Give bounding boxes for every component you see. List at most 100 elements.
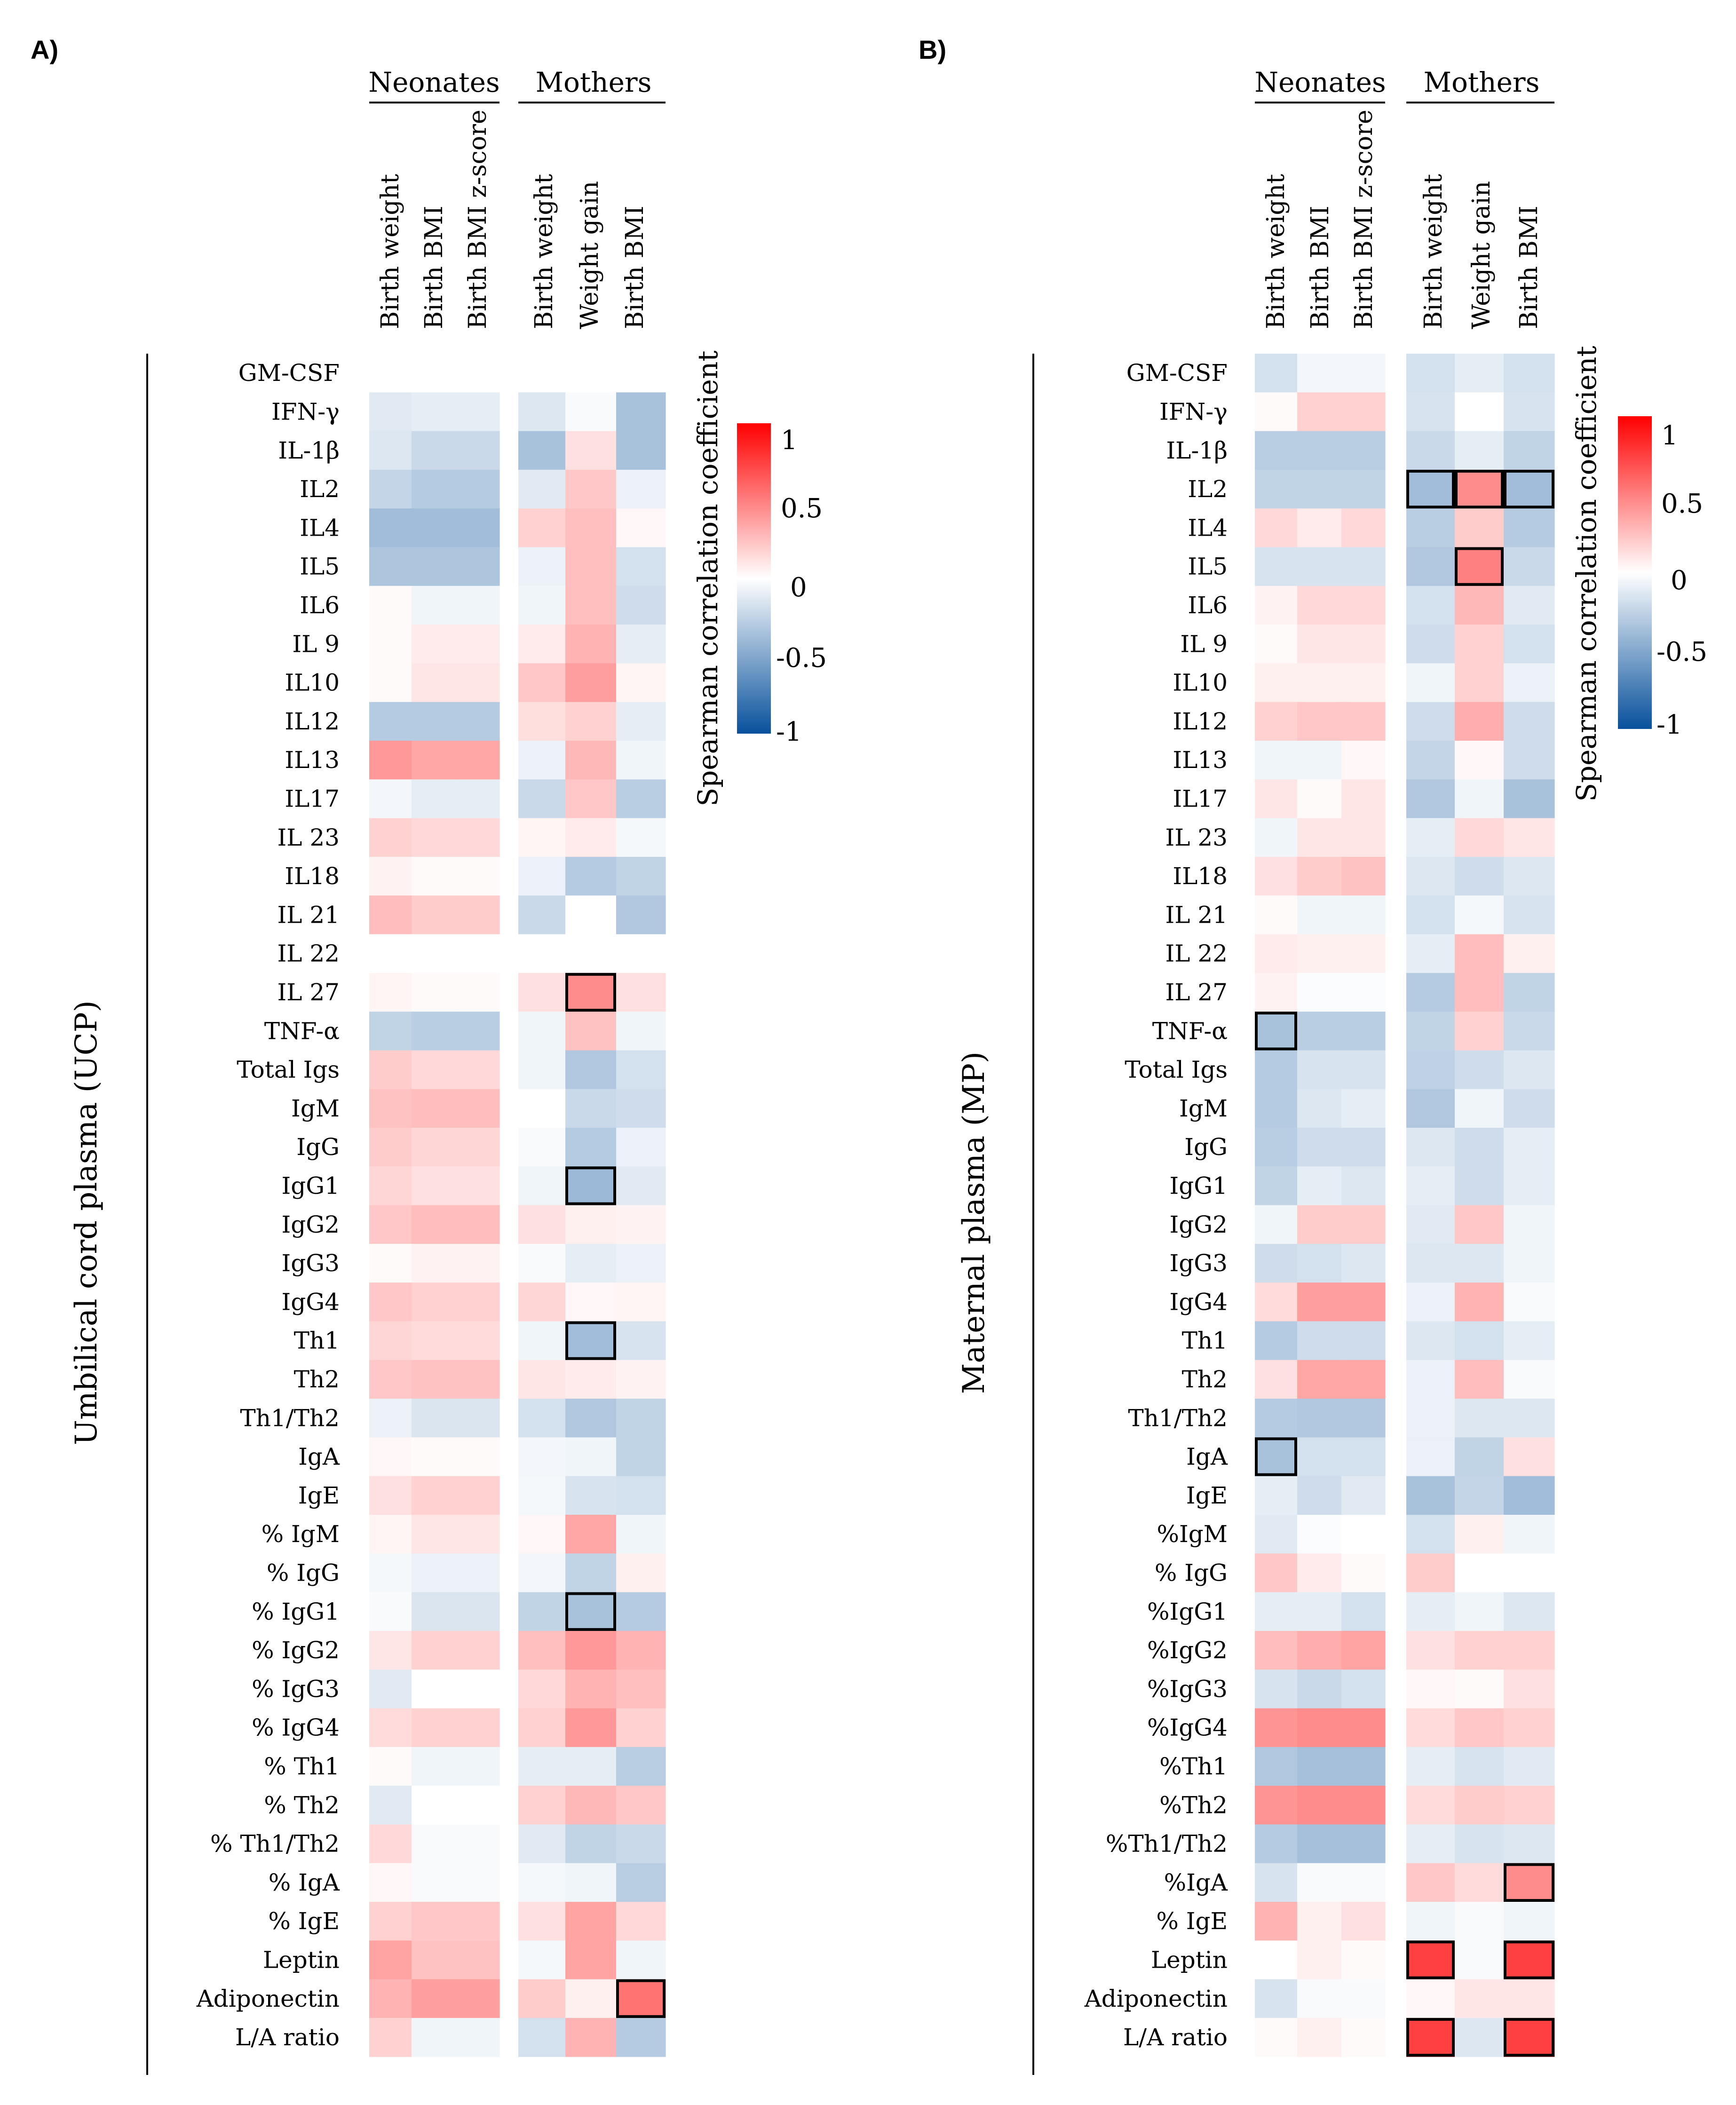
panel-b-cell-il5-col1: [1255, 547, 1298, 586]
panel-a-cell-igg-col3: [455, 1128, 500, 1167]
panel-a-row-label-il4: IL4: [300, 514, 340, 541]
panel-a-cell-l-a-ratio-col5: [565, 2018, 617, 2057]
panel-a-cell-il-22-col5: [565, 934, 617, 973]
panel-b-col-label-neonates-birth-bmi: Birth BMI: [1306, 206, 1334, 329]
panel-b-cell-ige-col1: [1255, 1476, 1298, 1515]
panel-b-cell-pctth1-col5: [1455, 1747, 1504, 1786]
panel-b-cell-il2-col1: [1255, 469, 1298, 509]
panel-b-cell-igg4-col3: [1341, 1282, 1386, 1322]
panel-a-cell-adiponectin-col4: [518, 1979, 566, 2018]
panel-b-cell-il-23-col1: [1255, 818, 1298, 857]
panel-a-cell-il-27-col3: [455, 973, 500, 1012]
panel-b-cell-il-9-col3: [1341, 625, 1386, 664]
panel-b-cell-il12-col6: [1504, 702, 1555, 741]
panel-a-cell-pct-th1-col5: [565, 1747, 617, 1786]
panel-b-cell-th2-col3: [1341, 1360, 1386, 1399]
panel-b-cell-il10-col2: [1297, 663, 1342, 703]
panel-b-cell-ige-col4: [1406, 1476, 1455, 1515]
panel-a-cell-pct-iga-col2: [412, 1863, 456, 1902]
panel-b-cell-pctigg3-col4: [1406, 1670, 1455, 1709]
panel-a-cell-ige-col3: [455, 1476, 500, 1515]
panel-b-cell-gm-csf-col1: [1255, 354, 1298, 393]
panel-b-cell-il-21-col3: [1341, 895, 1386, 935]
panel-b-cell-pctth1-th2-col4: [1406, 1824, 1455, 1864]
panel-b-cell-il17-col4: [1406, 779, 1455, 819]
panel-b-cell-igg1-col6: [1504, 1166, 1555, 1206]
panel-b-row-label-igg: IgG: [1184, 1133, 1228, 1161]
panel-b-cell-ifn-col6: [1504, 392, 1555, 432]
panel-b-cell-il12-col1: [1255, 702, 1298, 741]
panel-a-cell-il12-col4: [518, 702, 566, 741]
panel-a-cell-pct-igg-col4: [518, 1553, 566, 1593]
panel-b-cell-gm-csf-col5: [1455, 354, 1504, 393]
panel-b-cell-th1-th2-col1: [1255, 1399, 1298, 1438]
panel-b-cell-il6-col4: [1406, 586, 1455, 625]
panel-a-cell-pct-th1-th2-col2: [412, 1824, 456, 1864]
panel-a-cell-igm-col2: [412, 1089, 456, 1128]
panel-b-cell-pctth1-th2-col5: [1455, 1824, 1504, 1864]
panel-a-heatmap: GM-CSF IFN-γ IL-1β IL2 IL4 IL5 IL6 IL 9 IL10 IL12…: [196, 354, 666, 2057]
panel-b-cell-pctth1-th2-col2: [1297, 1824, 1342, 1864]
panel-a-cell-adiponectin-col1: [369, 1979, 412, 2018]
panel-b-cell-iga-col6: [1504, 1437, 1555, 1477]
panel-b-cell-igg-col5: [1455, 1128, 1504, 1167]
panel-b-cell-igg2-col5: [1455, 1205, 1504, 1244]
panel-a-cell-igg4-col1: [369, 1282, 412, 1322]
panel-a-cell-th1-th2-col3: [455, 1399, 500, 1438]
panel-b-cell-pctigg2-col2: [1297, 1630, 1342, 1670]
panel-b-cell-il4-col3: [1341, 508, 1386, 548]
panel-a-cell-il5-col5: [565, 547, 617, 586]
panel-a-cell-il13-col3: [455, 741, 500, 780]
panel-b-cell-pctigg4-col6: [1504, 1708, 1555, 1748]
panel-a-cell-igg3-col5: [565, 1243, 617, 1283]
panel-b-row-label-il-27: IL 27: [1165, 979, 1228, 1006]
panel-a-cell-l-a-ratio-col3: [455, 2018, 500, 2057]
panel-b-cell-leptin-col5: [1455, 1940, 1504, 1980]
panel-a-col-label-mothers-birth-weight: Birth weight: [530, 174, 558, 329]
panel-a-cell-gm-csf-col2: [412, 354, 456, 393]
panel-a-cell-il-27-col1: [369, 973, 412, 1012]
panel-b-row-label-il2: IL2: [1188, 475, 1228, 503]
panel-a-cell-pct-igm-col5: [565, 1515, 617, 1554]
panel-b-cell-tnf-col2: [1297, 1012, 1342, 1051]
panel-b-cell-pctigg2-col4: [1406, 1630, 1455, 1670]
panel-a-row-label-pct-igg4: % IgG4: [252, 1714, 340, 1741]
panel-a-cell-il-21-col4: [518, 895, 566, 935]
panel-b-cell-igg4-col4: [1406, 1282, 1455, 1322]
panel-a-cell-gm-csf-col5: [565, 354, 617, 393]
panel-b-cell-ige-col5: [1455, 1476, 1504, 1515]
panel-a-cell-adiponectin-col2: [412, 1979, 456, 2018]
panel-b-cell-il-9-col6: [1504, 625, 1555, 664]
panel-b-cell-pct-igg-col3: [1341, 1553, 1386, 1593]
panel-a-colorbar-tick-minus-0-5: -0.5: [776, 643, 827, 673]
panel-a-cell-igg4-col5: [565, 1282, 617, 1322]
panel-b-row-label-pctigm: %IgM: [1157, 1520, 1228, 1548]
panel-a-cell-pct-igg3-col4: [518, 1670, 566, 1709]
panel-a-cell-pct-igm-col3: [455, 1515, 500, 1554]
panel-b-cell-total-igs-col6: [1504, 1050, 1555, 1090]
panel-b-cell-il12-col4: [1406, 702, 1455, 741]
panel-b-cell-leptin-col4: [1406, 1940, 1455, 1980]
panel-a-row-label-il-27: IL 27: [277, 979, 340, 1006]
panel-b-highlight-l-a-ratio-col6: [1504, 2018, 1554, 2057]
panel-b-cell-il-21-col6: [1504, 895, 1555, 935]
panel-a-cell-il-22-col4: [518, 934, 566, 973]
panel-b-cell-il6-col1: [1255, 586, 1298, 625]
panel-a-cell-pct-igg2-col2: [412, 1630, 456, 1670]
panel-a-row-label-leptin: Leptin: [263, 1946, 340, 1973]
panel-a-row-label-pct-igg3: % IgG3: [252, 1675, 340, 1702]
panel-b-cell-igm-col2: [1297, 1089, 1342, 1128]
panel-a-cell-pct-igg2-col3: [455, 1630, 500, 1670]
panel-a-row-label-igg: IgG: [296, 1133, 340, 1161]
panel-a-cell-il5-col6: [616, 547, 666, 586]
panel-b-cell-pctigg2-col1: [1255, 1630, 1298, 1670]
panel-b-cell-igg3-col2: [1297, 1243, 1342, 1283]
panel-b-cell-igg2-col6: [1504, 1205, 1555, 1244]
panel-b-cell-pct-ige-col2: [1297, 1902, 1342, 1941]
panel-a-cell-il-21-col5: [565, 895, 617, 935]
panel-b-cell-pctth2-col4: [1406, 1786, 1455, 1825]
panel-a-cell-pct-igg2-col6: [616, 1630, 666, 1670]
panel-a-cell-pct-igg3-col1: [369, 1670, 412, 1709]
panel-a-cell-iga-col5: [565, 1437, 617, 1477]
panel-a-cell-igg1-col4: [518, 1166, 566, 1206]
